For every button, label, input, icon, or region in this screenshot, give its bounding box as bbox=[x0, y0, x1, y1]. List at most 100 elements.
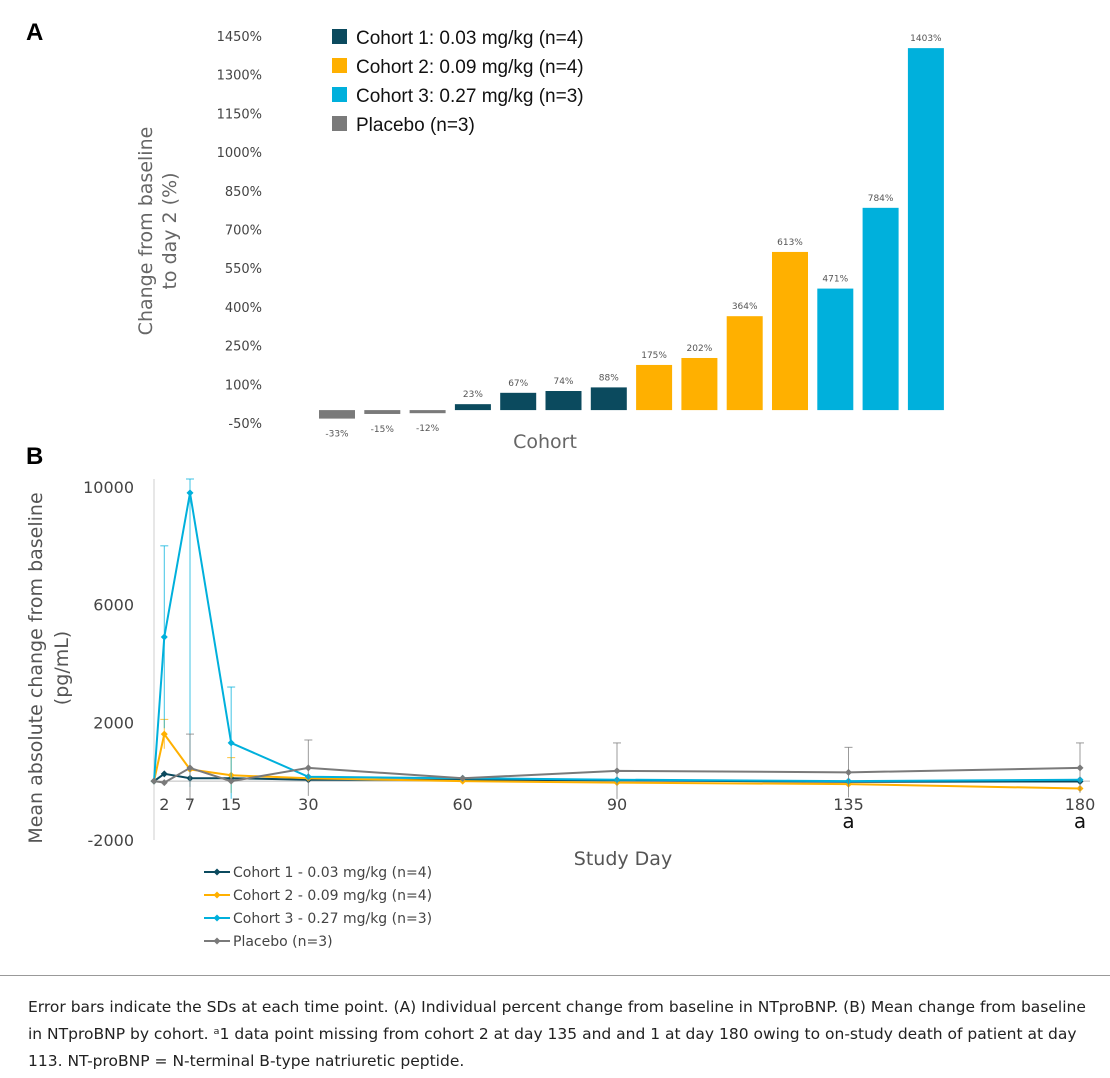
caption-divider bbox=[0, 975, 1110, 976]
y-tick-label: 1000% bbox=[217, 146, 262, 161]
bar-data-label: -15% bbox=[371, 425, 395, 435]
data-point bbox=[304, 764, 312, 772]
bar bbox=[681, 357, 718, 411]
y-tick-label: 1450% bbox=[217, 30, 262, 45]
y-tick-label: 1150% bbox=[217, 107, 262, 122]
x-tick-label: 60 bbox=[452, 795, 472, 814]
data-point bbox=[227, 739, 235, 747]
y-axis-title: Change from baseline to day 2 (%) bbox=[135, 127, 181, 336]
series-line bbox=[153, 492, 1081, 783]
bar bbox=[636, 364, 673, 411]
panel-b-letter: B bbox=[26, 443, 43, 470]
legend-label: Cohort 2: 0.09 mg/kg (n=4) bbox=[356, 57, 584, 78]
data-point bbox=[160, 779, 168, 787]
bar-data-label: 23% bbox=[463, 390, 483, 400]
legend-label: Cohort 2 - 0.09 mg/kg (n=4) bbox=[233, 888, 432, 904]
legend-swatch bbox=[332, 29, 347, 44]
data-point bbox=[1076, 764, 1084, 772]
y-tick-label: 250% bbox=[225, 340, 262, 355]
legend-marker bbox=[213, 914, 221, 922]
legend-swatch bbox=[332, 87, 347, 102]
y-tick-label: 100% bbox=[225, 378, 262, 393]
x-axis-title: Study Day bbox=[574, 848, 672, 870]
bar-data-label: 1403% bbox=[910, 34, 942, 44]
data-point bbox=[613, 767, 621, 775]
bar bbox=[862, 207, 899, 411]
data-point bbox=[186, 764, 194, 772]
legend-label: Cohort 1 - 0.03 mg/kg (n=4) bbox=[233, 865, 432, 881]
bar-data-label: 364% bbox=[732, 302, 758, 312]
series-4 bbox=[150, 733, 1084, 802]
legend-swatch bbox=[332, 58, 347, 73]
y-tick-label: 400% bbox=[225, 301, 262, 316]
x-tick-label: 15 bbox=[221, 795, 241, 814]
bar-data-label: 88% bbox=[599, 373, 619, 383]
legend-marker bbox=[213, 891, 221, 899]
bar-data-label: 67% bbox=[508, 379, 528, 389]
y-tick-label: 2000 bbox=[93, 713, 134, 732]
bar bbox=[364, 410, 401, 414]
panel-a-letter: A bbox=[26, 19, 43, 46]
bar bbox=[545, 391, 582, 411]
y-axis-title-line: Change from baseline bbox=[135, 127, 157, 336]
bar bbox=[409, 410, 446, 414]
bar-data-label: 784% bbox=[868, 194, 894, 204]
bar bbox=[907, 48, 944, 411]
data-point bbox=[186, 489, 194, 497]
bar-data-label: 613% bbox=[777, 238, 803, 248]
bar bbox=[500, 392, 537, 411]
figure: A -50% 100% 250% 400% 550% 700% 850% 1000% 1150%… bbox=[25, 19, 1095, 950]
bar bbox=[726, 316, 763, 411]
y-axis-title-line: (pg/mL) bbox=[51, 631, 73, 705]
bar-data-label: 202% bbox=[687, 344, 713, 354]
y-tick-label: 1300% bbox=[217, 69, 262, 84]
legend-label: Placebo (n=3) bbox=[356, 115, 475, 136]
bar bbox=[454, 404, 491, 411]
data-point bbox=[845, 768, 852, 776]
bar-data-label: 175% bbox=[641, 351, 667, 361]
legend-swatch bbox=[332, 116, 347, 131]
bar bbox=[772, 251, 808, 411]
y-tick-label: 700% bbox=[225, 224, 262, 239]
x-tick-label: 7 bbox=[185, 795, 195, 814]
x-tick-label: 2 bbox=[159, 795, 169, 814]
x-tick-label: 180 bbox=[1065, 795, 1096, 814]
y-tick-label: -2000 bbox=[88, 831, 135, 850]
footnote-mark: a bbox=[842, 809, 854, 833]
y-tick-label: -50% bbox=[228, 417, 262, 432]
data-point bbox=[160, 770, 168, 778]
x-axis-title: Cohort bbox=[513, 431, 577, 453]
bar-data-label: 74% bbox=[553, 377, 573, 387]
bar bbox=[319, 410, 355, 419]
bar-data-label: -12% bbox=[416, 424, 440, 434]
x-tick-label: 90 bbox=[607, 795, 627, 814]
x-tick-label: 135 bbox=[833, 795, 864, 814]
y-axis-title: Mean absolute change from baseline (pg/mL… bbox=[25, 492, 73, 843]
figure-caption: Error bars indicate the SDs at each time… bbox=[28, 998, 1086, 1070]
bar bbox=[817, 288, 854, 411]
data-point bbox=[227, 777, 235, 785]
bar-data-label: 471% bbox=[822, 275, 848, 285]
bar-data-label: -33% bbox=[325, 430, 349, 440]
legend-label: Cohort 1: 0.03 mg/kg (n=4) bbox=[356, 28, 584, 49]
data-point bbox=[459, 774, 467, 782]
legend-label: Cohort 3 - 0.27 mg/kg (n=3) bbox=[233, 911, 432, 927]
footnote-mark: a bbox=[1074, 809, 1086, 833]
y-tick-label: 850% bbox=[225, 185, 262, 200]
chart-a-bars: -50% 100% 250% 400% 550% 700% 850% 1000% 1150% 13… bbox=[135, 28, 944, 453]
legend-label: Cohort 3: 0.27 mg/kg (n=3) bbox=[356, 86, 584, 107]
y-tick-label: 6000 bbox=[93, 596, 134, 615]
data-point bbox=[150, 777, 158, 785]
legend-marker bbox=[213, 937, 221, 945]
y-axis-title-line: Mean absolute change from baseline bbox=[25, 492, 47, 843]
y-axis-title-line: to day 2 (%) bbox=[159, 172, 181, 289]
data-point bbox=[160, 730, 168, 738]
legend-marker bbox=[213, 868, 221, 876]
legend-label: Placebo (n=3) bbox=[233, 934, 333, 950]
bar bbox=[590, 387, 627, 411]
data-point bbox=[160, 633, 168, 641]
y-tick-label: 10000 bbox=[83, 478, 134, 497]
x-tick-label: 30 bbox=[298, 795, 318, 814]
y-tick-label: 550% bbox=[225, 262, 262, 277]
